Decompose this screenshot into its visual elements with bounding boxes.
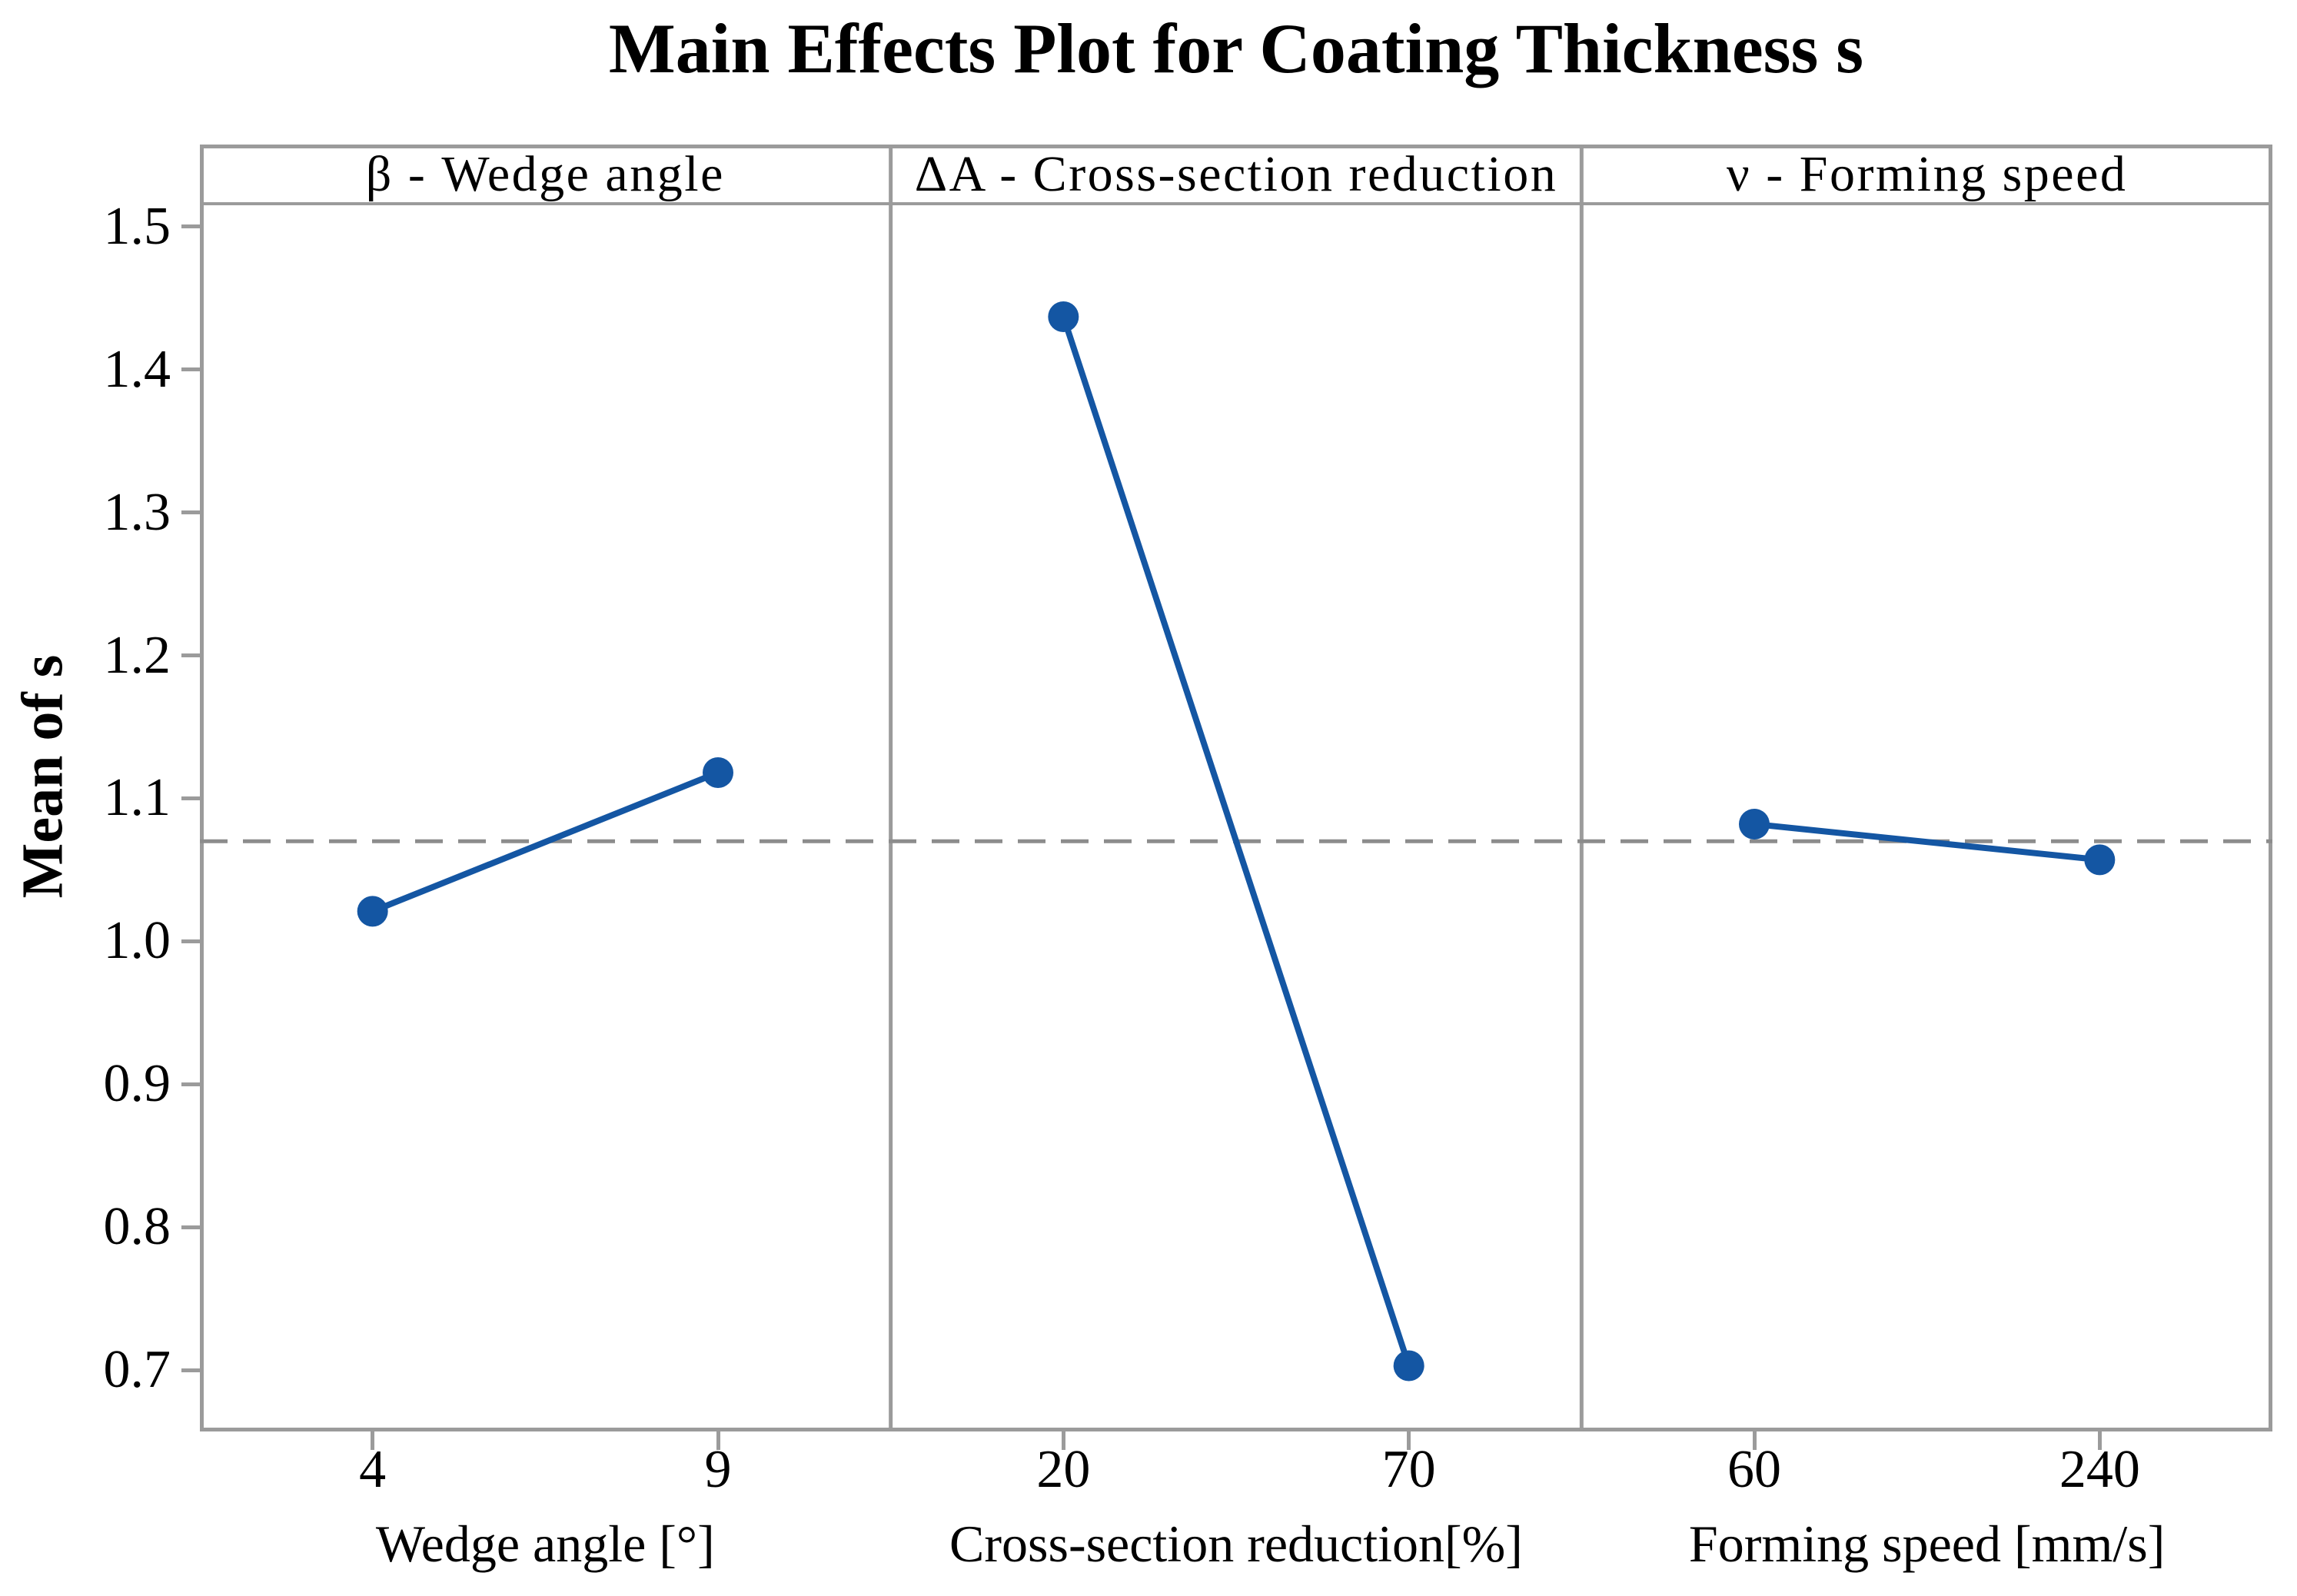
x-tick-label: 20 bbox=[1036, 1440, 1091, 1499]
x-tick-label: 240 bbox=[2059, 1440, 2140, 1499]
y-tick-mark bbox=[181, 224, 200, 229]
x-tick-label: 70 bbox=[1381, 1440, 1436, 1499]
plot-canvas bbox=[200, 145, 2272, 1431]
chart-title: Main Effects Plot for Coating Thickness … bbox=[608, 9, 1864, 88]
x-tick-mark bbox=[1061, 1431, 1065, 1450]
x-tick-mark bbox=[371, 1431, 375, 1450]
y-tick-mark bbox=[181, 510, 200, 515]
x-tick-mark bbox=[2097, 1431, 2102, 1450]
y-tick-mark bbox=[181, 1368, 200, 1372]
y-tick-mark bbox=[181, 796, 200, 800]
y-tick-label: 1.2 bbox=[103, 625, 171, 685]
x-axis-caption: Forming speed [mm/s] bbox=[1688, 1515, 2166, 1573]
panel-header: β - Wedge angle bbox=[365, 145, 725, 202]
y-tick-label: 0.7 bbox=[103, 1340, 171, 1400]
y-tick-label: 1.1 bbox=[103, 768, 171, 828]
x-tick-mark bbox=[1752, 1431, 1757, 1450]
y-tick-label: 1.3 bbox=[103, 482, 171, 542]
panel-header: ΔA - Cross-section reduction bbox=[914, 145, 1558, 202]
data-point-marker bbox=[1739, 808, 1770, 840]
y-tick-label: 1.0 bbox=[103, 911, 171, 971]
y-tick-label: 1.4 bbox=[103, 339, 171, 399]
x-axis: 4 9 Wedge angle [°] 20 70 Cross-section reduc… bbox=[0, 1431, 2297, 1596]
x-tick-label: 60 bbox=[1727, 1440, 1781, 1499]
x-tick-label: 9 bbox=[704, 1440, 732, 1499]
y-tick-label: 1.5 bbox=[103, 196, 171, 256]
x-tick-mark bbox=[716, 1431, 720, 1450]
data-point-marker bbox=[703, 757, 733, 789]
x-tick-mark bbox=[1407, 1431, 1411, 1450]
plot-area: β - Wedge angle ΔA - Cross-section reduct… bbox=[200, 145, 2272, 1431]
y-tick-label: 0.8 bbox=[103, 1197, 171, 1257]
y-tick-mark bbox=[181, 1225, 200, 1229]
x-tick-label: 4 bbox=[359, 1440, 387, 1499]
data-point-marker bbox=[357, 896, 388, 927]
series-line bbox=[1060, 315, 1412, 1367]
plot-border bbox=[200, 145, 2272, 1431]
y-tick-label: 0.9 bbox=[103, 1054, 171, 1114]
y-tick-mark bbox=[181, 939, 200, 943]
data-point-marker bbox=[1048, 301, 1079, 333]
data-point-marker bbox=[2084, 844, 2116, 876]
series-line bbox=[371, 770, 720, 915]
y-tick-mark bbox=[181, 367, 200, 372]
x-axis-caption: Wedge angle [°] bbox=[375, 1515, 715, 1573]
panel-header: ν - Forming speed bbox=[1726, 145, 2128, 202]
x-axis-caption: Cross-section reduction[%] bbox=[949, 1515, 1523, 1573]
y-tick-mark bbox=[181, 653, 200, 658]
y-axis: 1.5 1.4 1.3 1.2 1.1 1.0 0.9 0.8 0.7 bbox=[0, 145, 200, 1431]
y-tick-mark bbox=[181, 1082, 200, 1086]
data-point-marker bbox=[1393, 1350, 1424, 1382]
series-line bbox=[1753, 820, 2100, 863]
